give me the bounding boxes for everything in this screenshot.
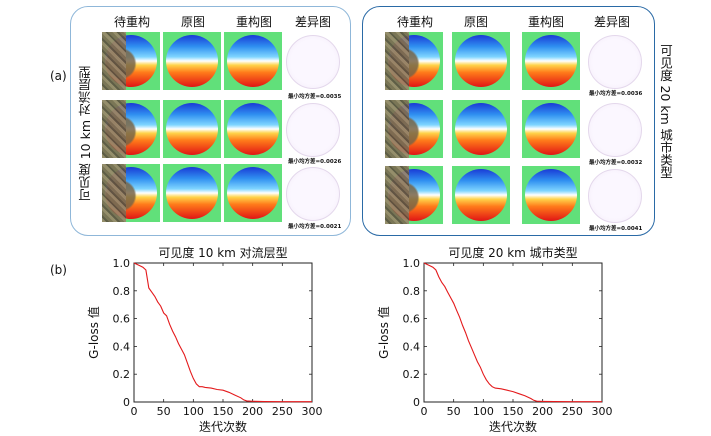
chart-1-ytick-label: 0.6 bbox=[403, 313, 421, 326]
right-mse-3: 最小均方差=0.0041 bbox=[589, 226, 643, 232]
chart-0-xtick-label: 300 bbox=[302, 405, 323, 418]
chart-0-ytick-label: 0.8 bbox=[113, 285, 131, 298]
left-header-original: 原图 bbox=[180, 15, 205, 29]
chart-0-ytick-label: 1.0 bbox=[113, 257, 131, 270]
right-panel bbox=[362, 6, 655, 236]
chart-1-ytick-label: 0.2 bbox=[403, 368, 421, 381]
chart-0-ytick-label: 0.4 bbox=[113, 340, 131, 353]
chart-0-xtick-label: 0 bbox=[131, 405, 138, 418]
part-b-label: (b) bbox=[50, 263, 67, 277]
right-header-difference: 差异图 bbox=[593, 15, 630, 29]
right-side-label: 可见度 20 km 城市类型 bbox=[658, 44, 673, 179]
right-reconstructed-image-3 bbox=[522, 166, 580, 224]
chart-0-title: 可见度 10 km 对流层型 bbox=[158, 245, 287, 260]
chart-0-ytick-label: 0.2 bbox=[113, 368, 131, 381]
chart-1-ytick-label: 0.4 bbox=[403, 340, 421, 353]
chart-1-xtick-label: 300 bbox=[592, 405, 613, 418]
chart-0-gloss-line bbox=[133, 262, 312, 403]
left-reconstructed-image-1 bbox=[224, 32, 282, 90]
right-input-image-3 bbox=[385, 166, 443, 224]
chart-1-title: 可见度 20 km 城市类型 bbox=[448, 245, 577, 260]
left-mse-3: 最小均方差=0.0021 bbox=[288, 224, 342, 230]
chart-0-xtick-label: 150 bbox=[213, 405, 234, 418]
chart-1-xtick-label: 250 bbox=[562, 405, 583, 418]
left-original-image-3 bbox=[163, 164, 221, 222]
chart-1-xtick-label: 50 bbox=[447, 405, 461, 418]
right-original-image-3 bbox=[452, 166, 510, 224]
chart-1-xtick-label: 150 bbox=[503, 405, 524, 418]
chart-right: 可见度 20 km 城市类型 0 50 100 150 200 250 300 0 0.2 0.4 0… bbox=[376, 245, 613, 434]
chart-1-xtick-label: 200 bbox=[532, 405, 553, 418]
chart-0-frame bbox=[133, 262, 313, 403]
left-reconstructed-image-3 bbox=[224, 164, 282, 222]
right-header-to-reconstruct: 待重构 bbox=[396, 15, 433, 29]
chart-1-ytick-label: 1.0 bbox=[403, 257, 421, 270]
chart-1-frame bbox=[423, 262, 603, 403]
chart-1-gloss-line bbox=[423, 262, 602, 403]
chart-0-xtick-label: 200 bbox=[242, 405, 263, 418]
right-original-image-2 bbox=[452, 100, 510, 158]
right-header-original: 原图 bbox=[463, 15, 488, 29]
left-mse-1: 最小均方差=0.0035 bbox=[288, 94, 342, 100]
left-panel bbox=[70, 6, 351, 236]
right-mse-2: 最小均方差=0.0032 bbox=[589, 160, 643, 166]
chart-0-xtick-label: 50 bbox=[157, 405, 171, 418]
chart-1-xtick-label: 0 bbox=[421, 405, 428, 418]
chart-0-xlabel: 迭代次数 bbox=[199, 419, 247, 434]
left-input-image-1 bbox=[102, 32, 160, 90]
right-difference-image-1 bbox=[585, 32, 643, 90]
left-header-difference: 差异图 bbox=[294, 15, 331, 29]
right-difference-image-3 bbox=[585, 166, 643, 224]
left-side-label: 可见度 10 km 对流层型 bbox=[78, 66, 93, 201]
chart-1-ylabel: G-loss 值 bbox=[376, 306, 391, 359]
left-input-image-2 bbox=[102, 100, 160, 158]
chart-0-xtick-label: 250 bbox=[272, 405, 293, 418]
left-mse-2: 最小均方差=0.0026 bbox=[288, 159, 342, 165]
right-reconstructed-image-2 bbox=[522, 100, 580, 158]
chart-left: 可见度 10 km 对流层型 0 50 100 150 200 250 300 0 0.2 0.4 0… bbox=[86, 245, 323, 434]
right-mse-1: 最小均方差=0.0036 bbox=[589, 91, 643, 97]
right-original-image-1 bbox=[452, 32, 510, 90]
chart-1-xtick-label: 100 bbox=[473, 405, 494, 418]
left-original-image-2 bbox=[163, 100, 221, 158]
chart-0-ytick-label: 0.6 bbox=[113, 313, 131, 326]
part-a-label: (a) bbox=[50, 69, 67, 83]
chart-0-ylabel: G-loss 值 bbox=[86, 306, 101, 359]
left-input-image-3 bbox=[102, 164, 160, 222]
left-header-to-reconstruct: 待重构 bbox=[113, 15, 150, 29]
right-reconstructed-image-1 bbox=[522, 32, 580, 90]
left-difference-image-2 bbox=[283, 100, 341, 158]
left-reconstructed-image-2 bbox=[224, 100, 282, 158]
right-header-reconstructed: 重构图 bbox=[527, 15, 564, 29]
chart-1-xlabel: 迭代次数 bbox=[489, 419, 537, 434]
right-input-image-1 bbox=[385, 32, 443, 90]
right-input-image-2 bbox=[385, 100, 443, 158]
left-header-reconstructed: 重构图 bbox=[235, 15, 272, 29]
chart-1-ytick-label: 0 bbox=[413, 396, 420, 409]
right-difference-image-2 bbox=[585, 100, 643, 158]
left-difference-image-3 bbox=[283, 164, 341, 222]
left-difference-image-1 bbox=[283, 32, 341, 90]
chart-1-ytick-label: 0.8 bbox=[403, 285, 421, 298]
chart-0-xtick-label: 100 bbox=[183, 405, 204, 418]
chart-0-ytick-label: 0 bbox=[123, 396, 130, 409]
left-original-image-1 bbox=[163, 32, 221, 90]
